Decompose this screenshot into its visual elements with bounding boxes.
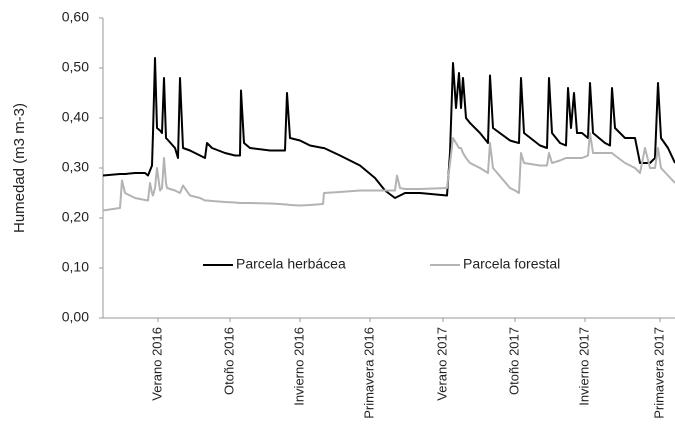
x-tick-label: Invierno 2016: [291, 327, 306, 406]
x-tick-label: Primavera 2016: [361, 327, 376, 419]
x-tick-label: Primavera 2017: [651, 327, 666, 419]
x-tick-label: Otoño 2016: [221, 327, 236, 395]
legend-label: Parcela forestal: [463, 256, 560, 272]
y-tick-label: 0,20: [62, 209, 89, 225]
y-tick-label: 0,50: [62, 59, 89, 75]
x-tick-label: Verano 2016: [149, 327, 164, 401]
y-tick-label: 0,60: [62, 9, 89, 25]
y-axis-title: Humedad (m3 m-3): [11, 103, 28, 233]
x-tick-label: Otoño 2017: [506, 327, 521, 395]
y-tick-label: 0,10: [62, 259, 89, 275]
x-tick-label: Verano 2017: [434, 327, 449, 401]
series-line: [102, 132, 675, 212]
x-tick-label: Invierno 2017: [576, 327, 591, 406]
y-tick-label: 0,40: [62, 109, 89, 125]
series-line: [102, 57, 675, 199]
y-tick-label: 0,00: [62, 309, 89, 325]
y-tick-label: 0,30: [62, 159, 89, 175]
legend-label: Parcela herbácea: [236, 256, 346, 272]
